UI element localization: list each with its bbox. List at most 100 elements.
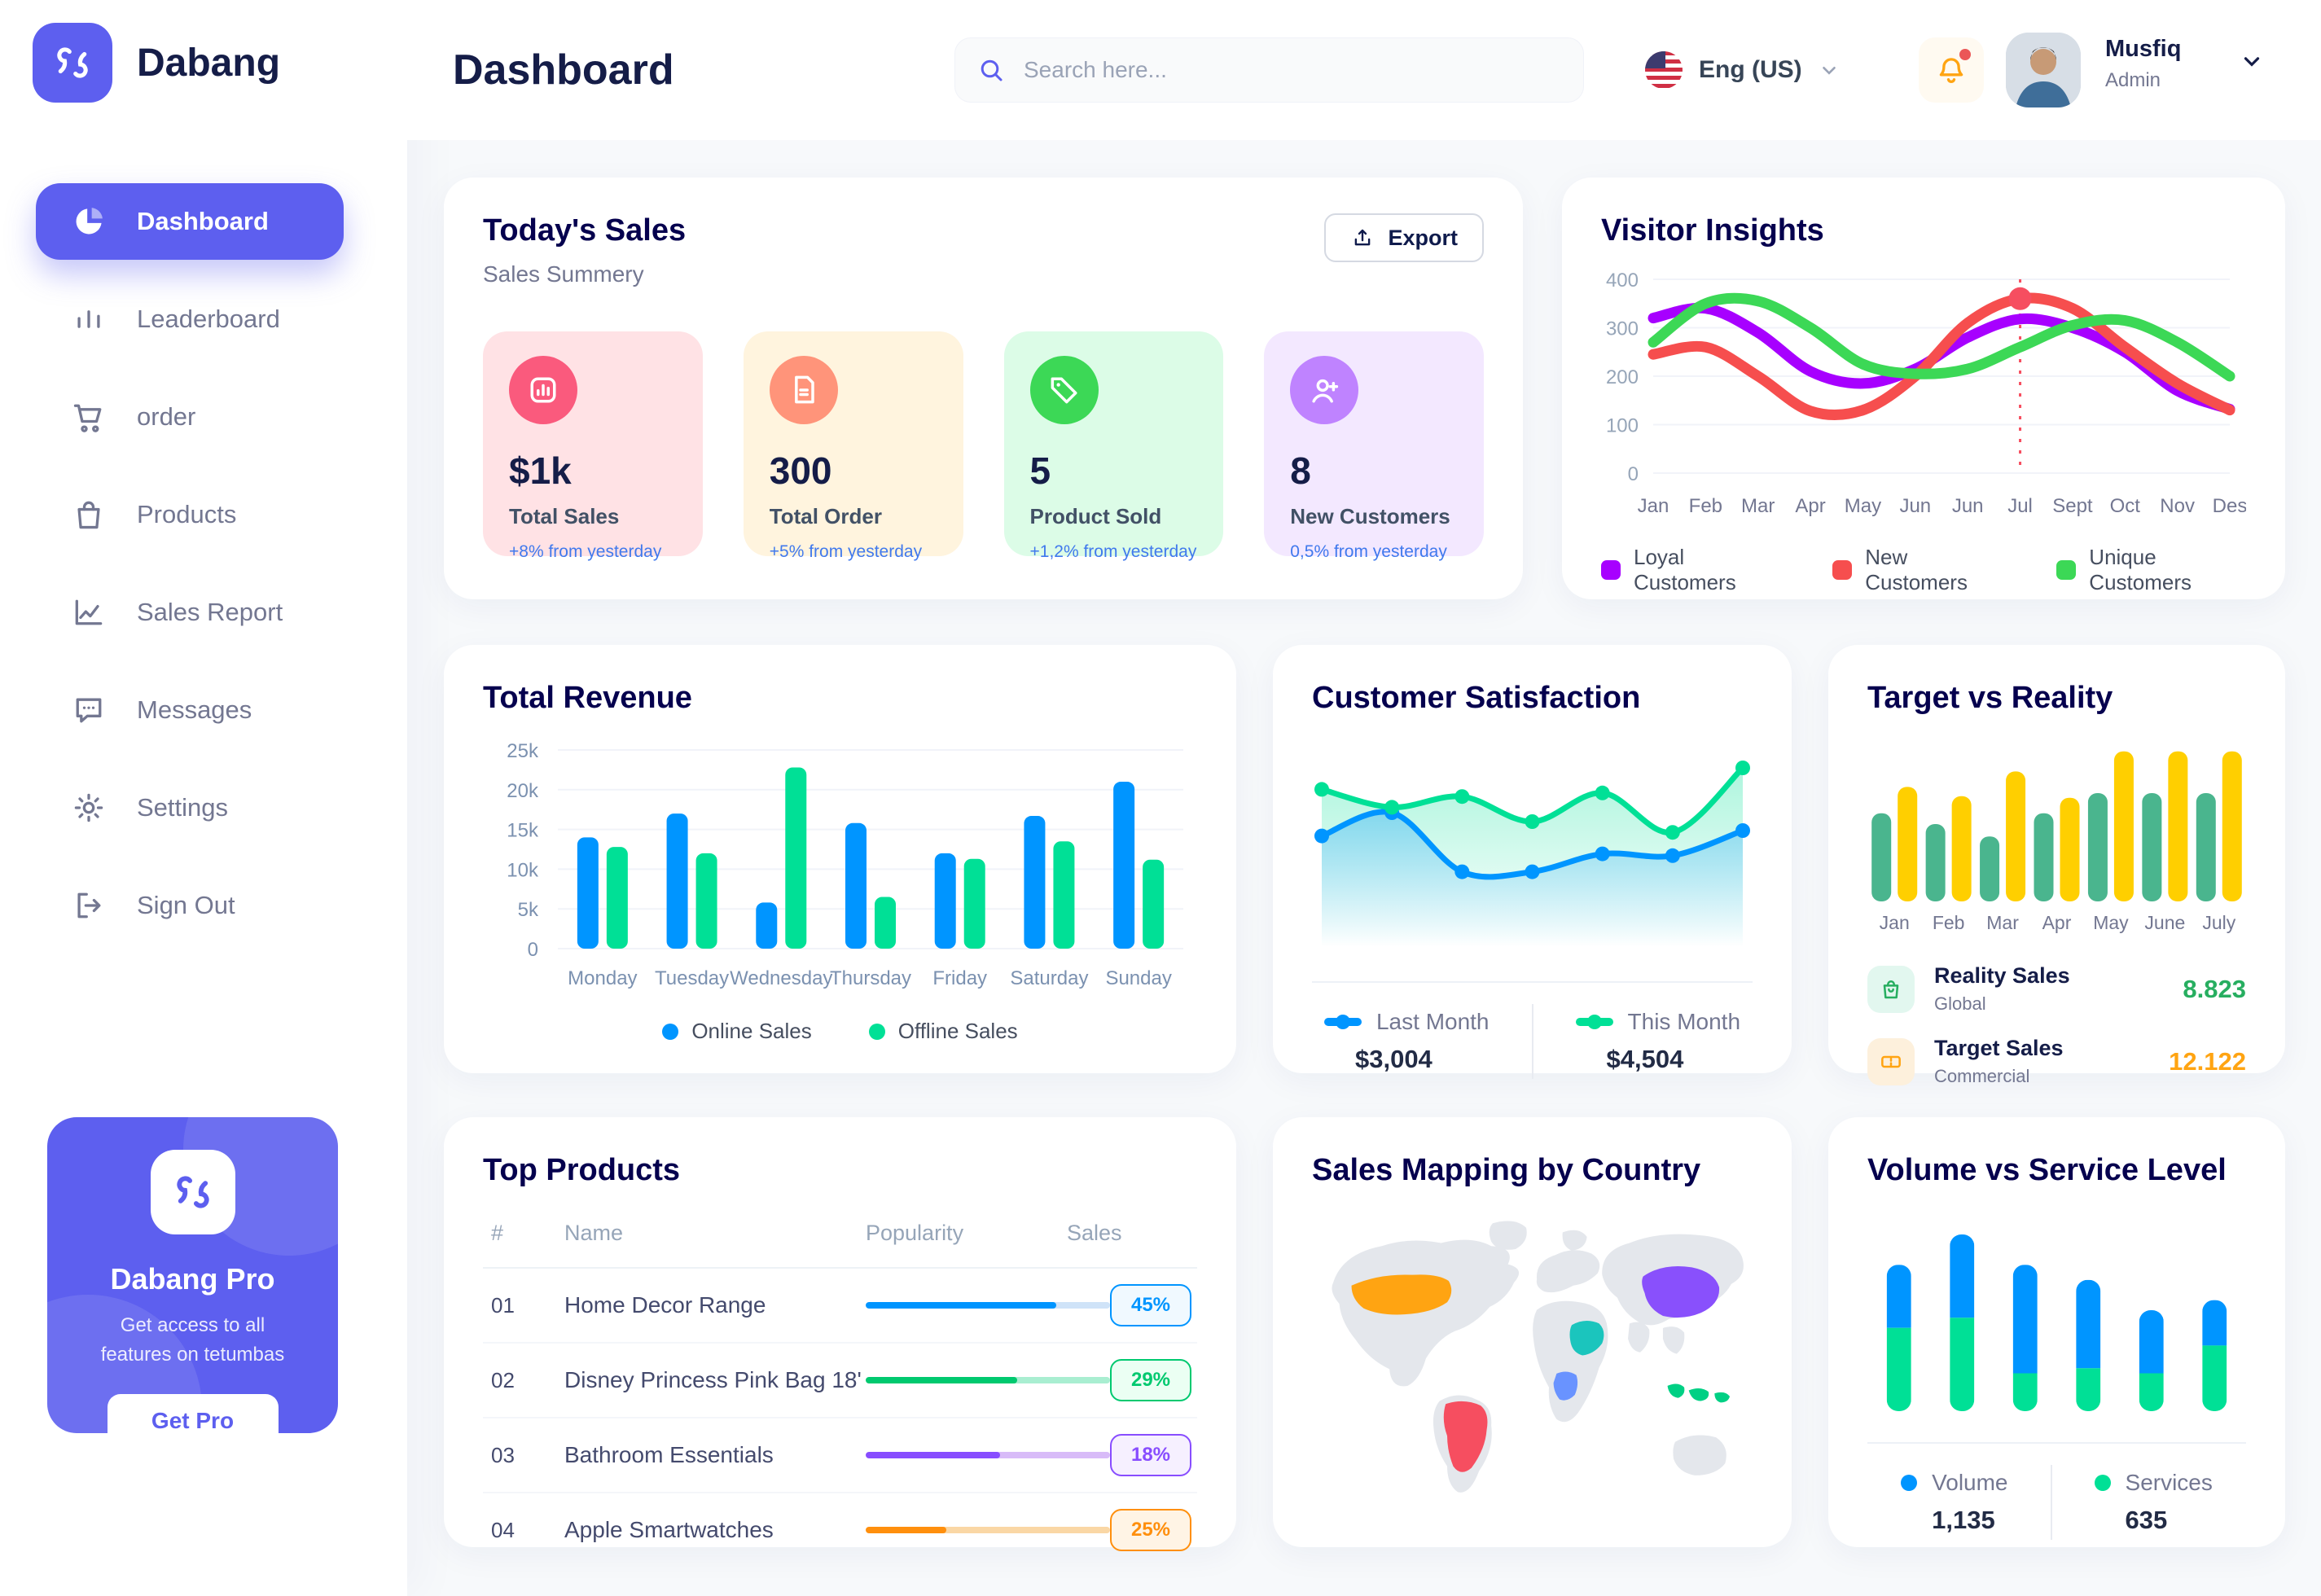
stacked-bar [1886, 1265, 1911, 1411]
avatar[interactable] [2006, 33, 2081, 107]
sidebar-item-order[interactable]: order [36, 379, 371, 455]
table-header: # Name Popularity Sales [483, 1221, 1197, 1269]
svg-text:Mar: Mar [1986, 912, 2019, 933]
brand-name: Dabang [137, 41, 281, 85]
total-revenue-chart: 0 5k 10k 15k 20k 25k Monday Tuesday WednesdayThu… [507, 740, 1183, 989]
svg-text:Thursday: Thursday [830, 967, 911, 989]
stacked-bar [2139, 1310, 2164, 1411]
svg-text:May: May [2093, 912, 2129, 933]
services-value: 635 [2125, 1506, 2168, 1534]
country-dr-congo [1553, 1371, 1578, 1401]
bar-reality [1871, 813, 1892, 901]
highlight-dot [2008, 287, 2032, 310]
volume-value: 1,135 [1932, 1506, 1995, 1534]
svg-text:Jun: Jun [1952, 495, 1984, 517]
legend-last-month: Last Month $3,004 [1323, 1009, 1490, 1074]
language-selector[interactable]: Eng (US) [1645, 51, 1840, 89]
user-menu[interactable]: Musfiq Admin [2105, 36, 2181, 92]
notifications-button[interactable] [1919, 37, 1984, 103]
world-map [1332, 1221, 1744, 1493]
ticket-icon [1881, 1055, 1901, 1068]
legend-volume: Volume 1,135 [1901, 1470, 2008, 1535]
search-bar[interactable] [954, 37, 1584, 103]
svg-text:May: May [1845, 495, 1881, 517]
gear-icon [74, 793, 103, 822]
visitor-insights-legend: Loyal Customers New Customers Unique Custo… [1601, 545, 2246, 595]
series-unique-customers [1648, 292, 2235, 382]
visitor-insights-title: Visitor Insights [1601, 213, 1824, 248]
sidebar-item-products[interactable]: Products [36, 476, 371, 553]
notification-dot [1959, 49, 1971, 60]
sidebar-item-messages[interactable]: Messages [36, 672, 371, 748]
sidebar-item-settings[interactable]: Settings [36, 770, 371, 846]
sidebar-menu: Dashboard Leaderboard order Products Sales R… [36, 183, 371, 965]
svg-text:Jul: Jul [2007, 495, 2033, 517]
legend-item: Online Sales [662, 1019, 812, 1044]
legend-row-reality-sales: Reality Sales Global 8.823 [1867, 963, 2246, 1015]
svg-text:Saturday: Saturday [1010, 967, 1088, 989]
sidebar-item-sign-out[interactable]: Sign Out [36, 867, 371, 944]
target-vs-reality-title: Target vs Reality [1867, 681, 2113, 715]
table-body: 01 Home Decor Range 45% 02 Disney Princess P… [483, 1269, 1197, 1567]
bar-offline [785, 767, 807, 949]
customer-satisfaction-card: Customer Satisfaction Last Month $3,004 … [1273, 645, 1792, 1079]
table-row-02: 02 Disney Princess Pink Bag 18' 29% [483, 1344, 1197, 1418]
bar-target [1951, 796, 1972, 901]
stat-card-total-sales: $1k Total Sales +8% from yesterday [483, 331, 703, 561]
country-china [1642, 1265, 1720, 1318]
bar-online [756, 902, 778, 949]
svg-text:Apr: Apr [2042, 912, 2072, 933]
user-role: Admin [2105, 69, 2161, 91]
total-revenue-card: Total Revenue 0 5k 10k 15k 20k 25k Monday Tuesd… [444, 645, 1236, 1073]
stats-icon [530, 377, 556, 403]
country-saudi-arabia [1569, 1321, 1604, 1356]
legend-item: New Customers [1832, 545, 1999, 595]
search-input[interactable] [1022, 56, 1562, 84]
bar-offline [963, 858, 985, 949]
bar-target [2168, 751, 2188, 901]
bar-target [2222, 751, 2242, 901]
bar-target [2006, 771, 2026, 901]
top-products-card: Top Products # Name Popularity Sales 01 H… [444, 1117, 1236, 1551]
bar-online [845, 822, 867, 949]
export-button[interactable]: Export [1324, 213, 1484, 262]
pro-description: Get access to all features on tetumbas [100, 1314, 285, 1366]
sales-mapping-card: Sales Mapping by Country [1273, 1117, 1792, 1547]
svg-text:July: July [2202, 912, 2235, 933]
this-month-marker [1575, 1015, 1613, 1029]
us-flag-icon [1645, 51, 1683, 89]
user-chevron-down-icon[interactable] [2240, 49, 2264, 73]
chevron-down-icon [1822, 66, 1836, 75]
tag-icon [1051, 377, 1077, 404]
search-icon [976, 55, 1006, 85]
sidebar-item-dashboard[interactable]: Dashboard [36, 183, 344, 260]
country-brazil [1443, 1401, 1488, 1472]
svg-text:10k: 10k [507, 859, 539, 881]
user-plus-icon [1312, 379, 1339, 403]
legend-this-month: This Month $4,504 [1575, 1009, 1740, 1074]
volume-vs-service-card: Volume vs Service Level Volume 1,135 Ser… [1828, 1117, 2285, 1547]
table-row-04: 04 Apple Smartwatches 25% [483, 1493, 1197, 1567]
todays-sales-card: Today's Sales Sales Summery Export $1k To… [444, 178, 1523, 599]
bar-reality [2142, 793, 2162, 901]
sidebar-item-leaderboard[interactable]: Leaderboard [36, 281, 371, 357]
bar-offline [1143, 859, 1165, 949]
last-month-marker [1323, 1015, 1362, 1029]
table-row-03: 03 Bathroom Essentials 18% [483, 1418, 1197, 1493]
svg-text:Sunday: Sunday [1105, 967, 1171, 989]
stats-row: $1k Total Sales +8% from yesterday 300 Total… [483, 331, 1484, 561]
bell-icon [1939, 58, 1963, 83]
svg-text:Des: Des [2213, 495, 2246, 517]
get-pro-button[interactable]: Get Pro [107, 1394, 279, 1433]
svg-text:5k: 5k [518, 899, 539, 921]
bar-reality [2087, 793, 2108, 901]
total-revenue-legend: Online Sales Offline Sales [483, 1019, 1197, 1044]
sidebar-item-sales-report[interactable]: Sales Report [36, 574, 371, 651]
divider [1867, 1442, 2246, 1444]
svg-text:200: 200 [1606, 366, 1639, 388]
svg-text:300: 300 [1606, 318, 1639, 340]
target-vs-reality-legend: Reality Sales Global 8.823 Target Sales Comm… [1867, 963, 2246, 1087]
svg-text:0: 0 [1628, 463, 1639, 485]
svg-text:Tuesday: Tuesday [655, 967, 729, 989]
todays-sales-subtitle: Sales Summery [483, 261, 644, 287]
